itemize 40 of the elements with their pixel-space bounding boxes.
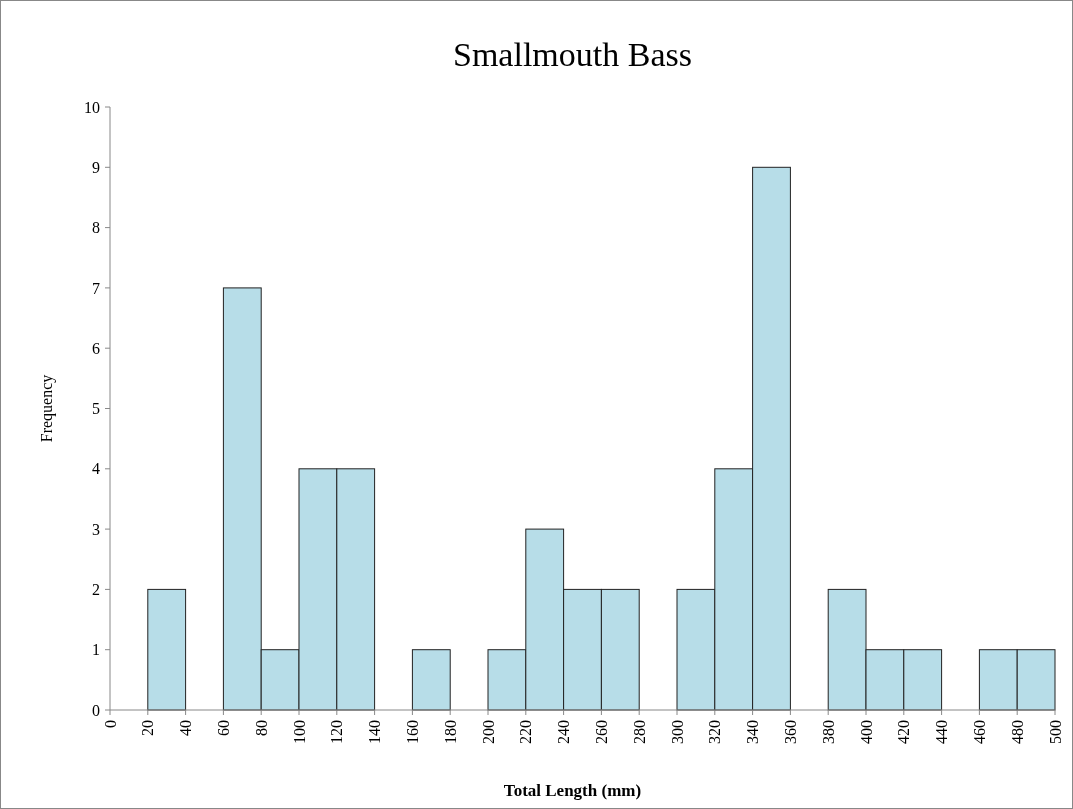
x-tick-label: 20 [139, 720, 157, 736]
x-tick-label: 40 [177, 720, 195, 736]
x-tick-label: 0 [101, 720, 119, 728]
x-tick-label: 440 [933, 720, 951, 744]
x-tick-label: 340 [744, 720, 762, 744]
x-tick-label: 420 [895, 720, 913, 744]
x-tick-label: 480 [1008, 720, 1026, 744]
y-tick-label: 4 [92, 460, 100, 478]
x-tick-label: 300 [668, 720, 686, 744]
x-tick-label: 120 [328, 720, 346, 744]
x-tick-label: 160 [404, 720, 421, 744]
x-tick-label: 80 [252, 720, 270, 736]
x-tick-label: 500 [1046, 720, 1064, 744]
x-tick-label: 280 [630, 720, 648, 744]
y-tick-label: 9 [92, 158, 100, 176]
y-tick-label: 10 [84, 98, 100, 116]
x-tick-label: 260 [593, 720, 610, 744]
y-tick-label: 7 [92, 279, 100, 297]
x-tick-label: 140 [366, 720, 384, 744]
x-tick-label: 360 [782, 720, 799, 744]
x-tick-label: 320 [706, 720, 724, 744]
x-tick-label: 100 [290, 720, 308, 744]
y-tick-label: 6 [92, 339, 100, 357]
x-tick-label: 400 [857, 720, 875, 744]
y-tick-label: 1 [92, 641, 100, 659]
y-axis-title: Frequency [38, 374, 56, 443]
x-tick-label: 460 [971, 720, 988, 744]
y-tick-label: 0 [92, 701, 100, 719]
y-tick-label: 8 [92, 219, 100, 237]
x-tick-label: 60 [215, 720, 232, 736]
y-tick-label: 5 [92, 400, 100, 418]
x-axis-title: Total Length (mm) [503, 781, 642, 800]
chart-title: Smallmouth Bass [453, 36, 692, 73]
y-tick-label: 2 [92, 581, 100, 598]
x-tick-label: 180 [441, 720, 459, 744]
y-tick-label: 3 [92, 520, 100, 538]
x-tick-label: 200 [479, 720, 497, 744]
x-tick-label: 220 [517, 720, 535, 744]
x-tick-label: 380 [819, 720, 837, 744]
x-tick-label: 240 [555, 720, 573, 744]
